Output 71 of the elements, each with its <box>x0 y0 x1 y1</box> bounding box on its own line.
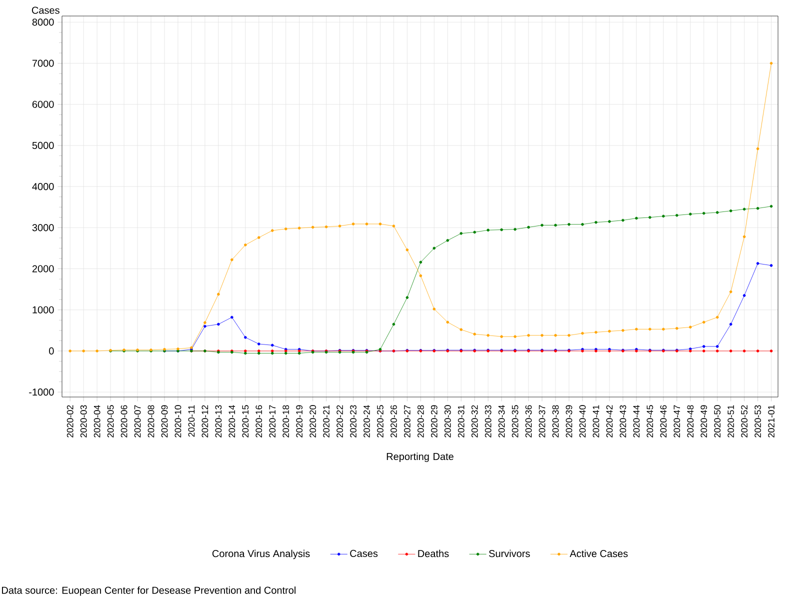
x-tick-label: 2020-02 <box>66 405 74 438</box>
y-tick-label: 7000 <box>32 60 54 67</box>
x-tick-label: 2020-40 <box>579 405 586 438</box>
x-tick-label: 2020-30 <box>444 405 451 438</box>
legend-label: Cases <box>350 550 378 557</box>
x-tick-label: 2020-44 <box>633 405 640 438</box>
x-tick-label: 2020-04 <box>94 405 100 438</box>
y-tick-label: 6000 <box>32 100 54 108</box>
x-tick-label: 2020-42 <box>606 405 613 438</box>
x-tick-label: 2020-29 <box>430 405 438 438</box>
x-tick-label: 2020-14 <box>228 405 236 438</box>
x-tick-label: 2020-32 <box>471 405 478 438</box>
x-tick-label: 2020-33 <box>484 405 492 438</box>
x-tick-label: 2020-03 <box>80 405 87 438</box>
x-tick-label: 2020-43 <box>620 405 626 438</box>
x-tick-label: 2020-34 <box>498 405 505 438</box>
x-tick-label: 2020-19 <box>296 405 303 438</box>
x-tick-label: 2020-31 <box>458 405 464 438</box>
x-tick-label: 2020-47 <box>674 405 680 438</box>
x-tick-label: 2020-21 <box>323 405 330 438</box>
x-tick-label: 2020-11 <box>188 405 195 437</box>
legend-title: Corona Virus Analysis <box>212 550 310 560</box>
x-tick-label: 2021-01 <box>768 405 774 438</box>
y-tick-label: 0 <box>49 347 54 355</box>
x-tick-label: 2020-07 <box>134 405 141 438</box>
x-tick-label: 2020-51 <box>728 405 734 438</box>
x-tick-label: 2020-16 <box>256 405 262 438</box>
x-tick-label: 2020-50 <box>714 405 721 438</box>
x-tick-label: 2020-22 <box>336 405 343 438</box>
x-tick-label: 2020-35 <box>512 405 518 438</box>
y-tick-label: 1000 <box>32 306 54 314</box>
x-tick-label: 2020-26 <box>390 405 397 438</box>
x-tick-label: 2020-20 <box>310 405 316 438</box>
x-tick-label: 2020-24 <box>364 405 370 438</box>
x-tick-label: 2020-53 <box>754 405 761 438</box>
x-tick-label: 2020-15 <box>242 405 249 438</box>
x-tick-label: 2020-45 <box>646 405 654 438</box>
y-tick-label: -1000 <box>29 388 54 396</box>
y-tick-label: 8000 <box>32 18 54 26</box>
x-tick-label: 2020-10 <box>174 405 182 438</box>
source-note: Data source: Euopean Center for Desease Prevention and Control <box>2 586 296 596</box>
x-tick-label: 2020-17 <box>269 405 276 438</box>
x-tick-label: 2020-18 <box>282 405 290 438</box>
x-tick-label: 2020-25 <box>377 405 384 438</box>
y-tick-label: 4000 <box>32 183 54 190</box>
x-tick-label: 2020-38 <box>552 405 559 438</box>
x-tick-label: 2020-06 <box>120 405 128 438</box>
x-tick-label: 2020-08 <box>148 405 154 438</box>
x-tick-label: 2020-39 <box>566 405 572 438</box>
x-tick-label: 2020-05 <box>107 405 114 438</box>
x-tick-label: 2020-13 <box>215 405 222 438</box>
x-tick-label: 2020-46 <box>660 405 667 438</box>
x-tick-label: 2020-49 <box>700 405 708 438</box>
x-tick-label: 2020-41 <box>592 405 600 438</box>
x-tick-label: 2020-48 <box>687 405 694 438</box>
x-tick-label: 2020-12 <box>202 405 208 438</box>
legend-label: Active Cases <box>570 550 628 558</box>
x-tick-label: 2020-28 <box>417 405 424 438</box>
legend-label: Deaths <box>418 550 449 558</box>
y-tick-label: 2000 <box>32 265 54 272</box>
x-tick-label: 2020-23 <box>350 405 356 438</box>
x-tick-label: 2020-27 <box>404 405 410 438</box>
y-axis-title: Cases <box>32 6 60 14</box>
x-tick-label: 2020-09 <box>161 405 168 438</box>
x-tick-label: 2020-37 <box>538 405 546 438</box>
legend-label: Survivors <box>489 550 530 558</box>
y-tick-label: 3000 <box>32 224 54 232</box>
x-tick-label: 2020-52 <box>741 405 748 438</box>
y-tick-label: 5000 <box>32 142 54 150</box>
x-axis-title: Reporting Date <box>386 452 454 462</box>
x-tick-label: 2020-36 <box>525 405 532 438</box>
